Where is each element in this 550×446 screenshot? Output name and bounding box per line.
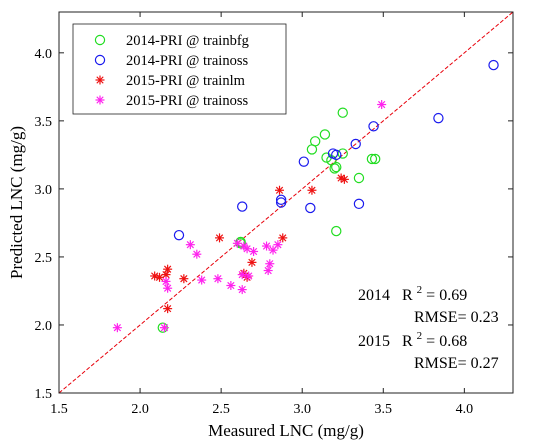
data-point: [337, 107, 348, 118]
data-point: [213, 274, 223, 284]
data-point: [377, 100, 387, 110]
stat-2014-rmse: RMSE= 0.23: [414, 309, 499, 326]
data-point: [319, 129, 331, 140]
data-point: [369, 153, 381, 165]
stat-2015-rmse: RMSE= 0.27: [414, 355, 499, 372]
data-point: [197, 275, 207, 285]
data-points-layer: [112, 59, 499, 333]
data-point: [192, 249, 202, 259]
legend-marker: [94, 54, 106, 66]
data-point: [275, 197, 287, 208]
data-point: [353, 198, 365, 210]
data-point: [309, 136, 321, 147]
data-point: [265, 259, 275, 269]
data-point: [159, 323, 169, 333]
data-point: [337, 148, 348, 159]
data-point: [433, 112, 444, 124]
data-point: [163, 264, 173, 274]
data-point: [163, 304, 173, 314]
data-point: [244, 271, 254, 281]
data-point: [112, 323, 122, 333]
series-2014-pri-trainbfg: [157, 107, 381, 333]
legend-marker: [95, 75, 105, 85]
data-point: [215, 233, 225, 243]
data-point: [353, 172, 365, 184]
stat-2015-sup: 2: [417, 330, 423, 342]
legend-item-2015-pri-trainoss: 2015-PRI @ trainoss: [95, 93, 248, 109]
data-point: [329, 163, 340, 174]
x-tick-label: 3.0: [293, 402, 311, 417]
data-point: [173, 229, 185, 241]
data-point: [273, 240, 283, 250]
data-point: [237, 270, 247, 280]
stat-2015-value: = 0.68: [426, 333, 467, 350]
stat-2015-year: 2015: [358, 333, 390, 350]
legend-marker: [94, 34, 106, 46]
data-point: [307, 185, 317, 195]
x-tick-label: 2.5: [212, 402, 230, 417]
data-point: [278, 233, 288, 243]
legend-item-2014-pri-trainoss: 2014-PRI @ trainoss: [94, 53, 248, 69]
x-tick-label: 4.0: [456, 402, 474, 417]
data-point: [331, 161, 342, 173]
legend-item-2014-pri-trainbfg: 2014-PRI @ trainbfg: [94, 33, 249, 49]
legend: 2014-PRI @ trainbfg 2014-PRI @ trainoss 20…: [72, 23, 287, 115]
series-2014-pri-trainoss: [173, 59, 499, 241]
series-2015-pri-trainoss: [112, 100, 387, 333]
stat-2014-r: R: [402, 287, 413, 304]
data-point: [263, 266, 273, 276]
legend-label: 2015-PRI @ trainlm: [126, 73, 246, 89]
data-point: [275, 185, 285, 195]
legend-marker: [95, 95, 105, 105]
x-tick-label: 1.5: [50, 402, 68, 417]
legend-item-2015-pri-trainlm: 2015-PRI @ trainlm: [95, 73, 246, 89]
stat-2015-r2: 2015 R 2 = 0.68: [358, 326, 467, 350]
legend-label: 2015-PRI @ trainoss: [126, 93, 248, 109]
plot-frame: [58, 11, 514, 394]
legend-label: 2014-PRI @ trainbfg: [126, 33, 249, 49]
data-point: [163, 283, 173, 293]
stat-2014-sup: 2: [417, 284, 423, 296]
data-point: [331, 149, 342, 161]
data-point: [305, 202, 316, 214]
stat-2015-r: R: [402, 333, 413, 350]
data-point: [366, 153, 378, 165]
y-axis-label: Predicted LNC (mg/g): [7, 126, 26, 279]
data-point: [350, 138, 361, 150]
stat-2014-value: = 0.69: [426, 287, 467, 304]
data-point: [179, 274, 189, 284]
data-point: [185, 240, 195, 250]
y-tick-label: 1.5: [35, 387, 53, 402]
data-point: [262, 241, 272, 251]
x-axis-label: Measured LNC (mg/g): [208, 421, 364, 440]
legend-box: [72, 23, 287, 115]
data-point: [237, 201, 248, 212]
y-tick-label: 4.0: [35, 47, 53, 62]
y-tick-label: 2.5: [35, 251, 53, 266]
data-point: [226, 281, 236, 291]
data-point: [331, 225, 342, 237]
y-tick-label: 2.0: [35, 319, 53, 334]
data-point: [249, 246, 259, 256]
y-tick-label: 3.5: [35, 115, 53, 130]
fit-statistics: 2014 R 2 = 0.69 RMSE= 0.23 2015 R 2 = 0.…: [358, 280, 499, 372]
legend-label: 2014-PRI @ trainoss: [126, 53, 248, 69]
x-tick-label: 2.0: [131, 402, 149, 417]
y-tick-label: 3.0: [35, 183, 53, 198]
data-point: [368, 121, 379, 132]
data-point: [339, 174, 349, 184]
stat-2014-year: 2014: [358, 287, 390, 304]
data-point: [488, 59, 499, 71]
stat-2014-r2: 2014 R 2 = 0.69: [358, 280, 467, 304]
axis-ticks-layer: 1.5 2.0 2.5 3.0 3.5 4.0 1.5 2.0 2.5 3.0 3.5 4.0: [35, 12, 513, 417]
data-point: [275, 194, 287, 205]
data-point: [237, 285, 247, 295]
data-point: [247, 257, 257, 267]
series-2015-pri-trainlm: [150, 173, 349, 314]
x-tick-label: 3.5: [375, 402, 393, 417]
data-point: [298, 156, 310, 167]
data-point: [161, 276, 171, 286]
